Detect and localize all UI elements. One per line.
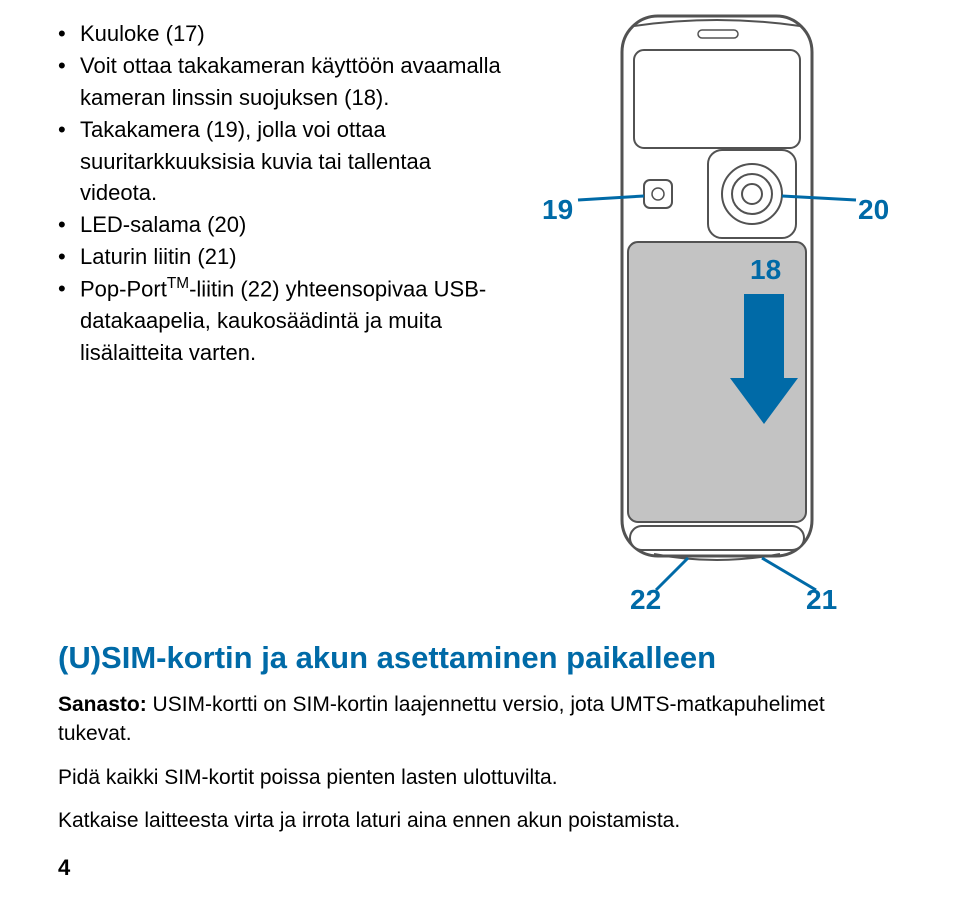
glossary-label: Sanasto: (58, 693, 147, 716)
page-number: 4 (58, 855, 70, 881)
callout-18: 18 (750, 254, 781, 286)
paragraph-2: Katkaise laitteesta virta ja irrota latu… (58, 806, 902, 835)
bullet-item: Kuuloke (17) (58, 18, 502, 50)
bullet-item: Laturin liitin (21) (58, 241, 502, 273)
phone-illustration (522, 10, 902, 620)
callout-19: 19 (542, 194, 573, 226)
phone-diagram: 19 20 18 22 21 (522, 18, 902, 628)
callout-20: 20 (858, 194, 889, 226)
callout-22: 22 (630, 584, 661, 616)
bullet-item: Takakamera (19), jolla voi ottaa suurita… (58, 114, 502, 210)
paragraph-1: Pidä kaikki SIM-kortit poissa pienten la… (58, 763, 902, 792)
callout-21: 21 (806, 584, 837, 616)
bullet-item: Voit ottaa takakameran käyttöön avaamall… (58, 50, 502, 114)
glossary-line: Sanasto: USIM-kortti on SIM-kortin laaje… (58, 690, 902, 749)
bullet-list: Kuuloke (17)Voit ottaa takakameran käytt… (58, 18, 502, 369)
section-heading: (U)SIM-kortin ja akun asettaminen paikal… (58, 640, 902, 676)
bullet-item: Pop-PortTM-liitin (22) yhteensopivaa USB… (58, 273, 502, 369)
glossary-text: USIM-kortti on SIM-kortin laajennettu ve… (58, 693, 825, 745)
bullet-item: LED-salama (20) (58, 209, 502, 241)
